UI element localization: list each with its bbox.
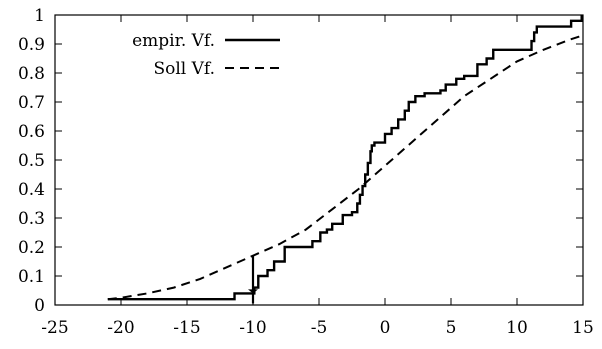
x-tick-label: -5 (311, 318, 328, 338)
legend-label-soll: Soll Vf. (153, 59, 215, 79)
y-tick-label: 0.7 (18, 93, 45, 113)
axes-layer: -25 -20 -15 -10 -5 0 5 10 15 0 0.1 0.2 0.3 0.4 0.5 0.6 0… (18, 6, 594, 338)
x-tick-label: 5 (446, 318, 457, 338)
y-tick-label: 0.9 (18, 35, 45, 55)
y-tick-label: 0.3 (18, 209, 45, 229)
y-tick-label: 0.8 (18, 64, 45, 84)
series-empirical-line (107, 15, 583, 301)
arrow-annotation-head (248, 289, 258, 294)
legend-label-empirical: empir. Vf. (132, 31, 215, 51)
series-layer (107, 15, 583, 304)
x-tick-label: 0 (380, 318, 391, 338)
x-tick-label: -20 (107, 318, 134, 338)
plot-frame (54, 14, 584, 306)
y-tick-label: 0.6 (18, 122, 45, 142)
x-tick-label: -25 (41, 318, 68, 338)
x-tick-label: -15 (173, 318, 200, 338)
y-tick-label: 0 (34, 296, 45, 316)
legend: empir. Vf. Soll Vf. (132, 31, 280, 79)
y-tick-label: 0.5 (18, 151, 45, 171)
x-tick-label: -10 (239, 318, 266, 338)
y-tick-label: 0.2 (18, 238, 45, 258)
y-tick-label: 0.1 (18, 267, 45, 287)
y-tick-label: 1 (34, 6, 45, 26)
x-tick-label: 15 (572, 318, 594, 338)
y-tick-label: 0.4 (18, 180, 45, 200)
series-soll-line (107, 34, 583, 301)
x-tick-label: 10 (506, 318, 528, 338)
